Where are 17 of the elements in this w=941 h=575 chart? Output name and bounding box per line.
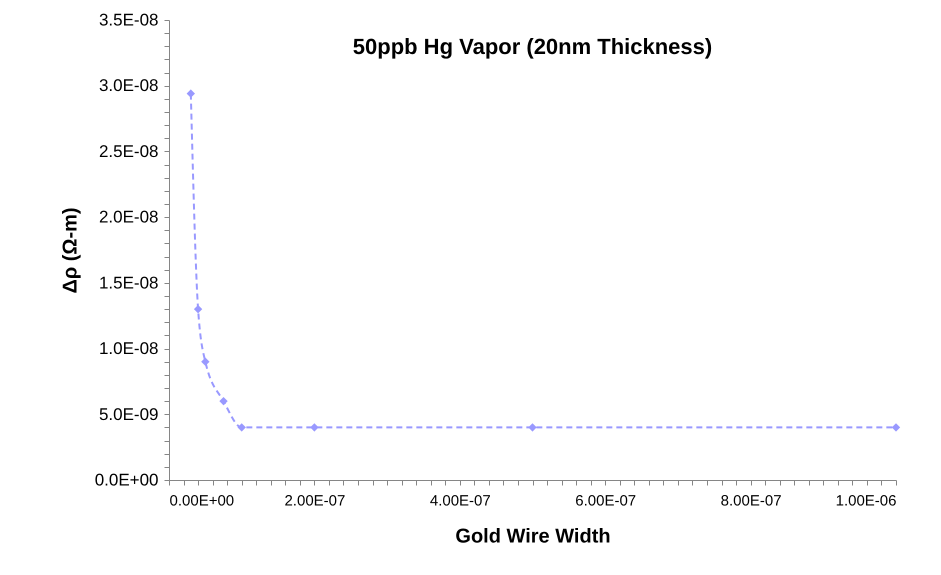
- x-tick-label: 8.00E-07: [720, 492, 782, 510]
- x-tick-label: 6.00E-07: [575, 492, 636, 510]
- x-tick-label: 1.00E-06: [836, 492, 896, 510]
- y-axis-title: Δρ (Ω-m): [60, 207, 82, 294]
- y-tick-label: 3.5E-08: [98, 10, 158, 30]
- y-tick-label: 2.5E-08: [98, 142, 158, 161]
- x-tick-label: 2.00E-07: [284, 492, 346, 510]
- x-tick-label: 0.00E+00: [170, 492, 234, 510]
- y-tick-label: 1.0E-08: [98, 339, 158, 358]
- x-tick-label: 4.00E-07: [430, 492, 491, 510]
- x-axis-title: Gold Wire Width: [455, 526, 611, 548]
- y-tick-label: 1.5E-08: [98, 273, 158, 292]
- y-tick-label: 0.0E+00: [94, 470, 158, 490]
- y-tick-label: 3.0E-08: [98, 76, 158, 96]
- text: 50ppb Hg Vapor (20nm Thickness): [352, 34, 712, 59]
- y-tick-label: 2.0E-08: [98, 208, 158, 227]
- y-tick-label: 5.0E-09: [98, 404, 158, 424]
